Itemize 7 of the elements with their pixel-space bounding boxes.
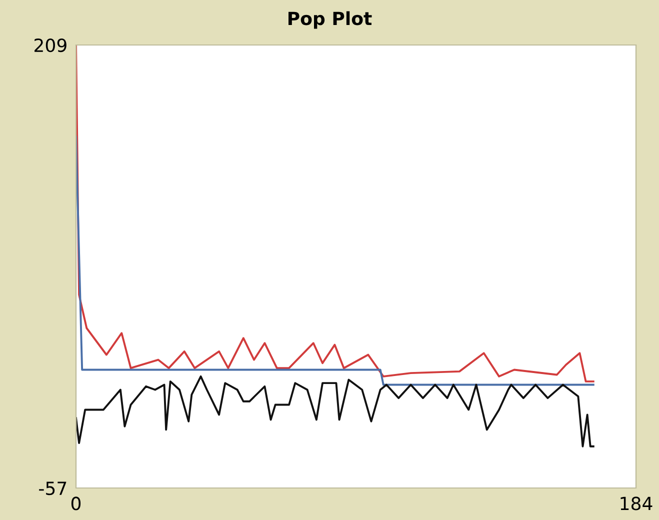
x-tick-label: 0	[71, 496, 81, 510]
y-tick-label: -57	[39, 482, 66, 496]
y-tick-label: 209	[34, 38, 66, 52]
line-series	[76, 375, 594, 448]
chart-title: Pop Plot	[288, 11, 372, 29]
x-tick-label: 184	[620, 496, 652, 510]
line-series	[76, 45, 594, 382]
